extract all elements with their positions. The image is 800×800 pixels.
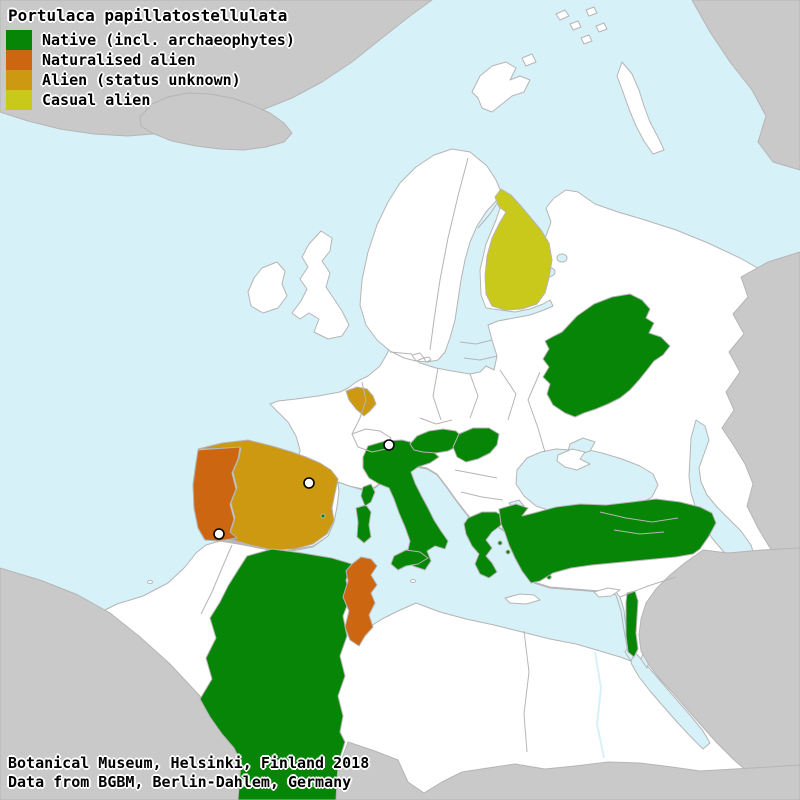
map-title: Portulaca papillatostellulata [8,6,288,25]
great-britain-island [291,230,350,340]
crimea-peninsula [556,448,591,471]
region-portugal [192,446,241,542]
legend-row-naturalised: Naturalised alien [6,50,295,70]
region-corsica [360,483,376,507]
alien-unknown-color-swatch [6,70,32,90]
cyprus-island [593,587,621,598]
south-edge-outside-area [285,741,800,800]
occurrence-marker [213,528,225,540]
region-algeria [199,548,353,800]
legend-label-casual: Casual alien [42,91,151,109]
region-spain [197,439,339,551]
occurrence-marker [383,439,395,451]
black-sea [515,448,659,516]
legend-label-naturalised: Naturalised alien [42,51,196,69]
malta-island [410,578,416,584]
novaya-zemlya-island [616,61,665,155]
region-sardinia [355,504,372,544]
region-central-russia [542,293,671,418]
iceland-outside-area [139,92,293,151]
marker-layer [213,439,395,540]
region-belgium [345,386,377,417]
region-sicily [390,549,429,571]
crete-island [504,593,541,605]
red-sea [630,649,711,750]
region-italy [362,439,449,571]
danish-islands [411,352,432,363]
svalbard-islet [521,53,537,67]
region-finland [484,188,553,311]
occurrence-marker [303,477,315,489]
legend-row-alien-unknown: Alien (status unknown) [6,70,295,90]
region-islet [320,513,326,519]
region-hungary [452,427,500,463]
west-africa-outside-area [0,567,287,800]
madeira-island [147,579,153,585]
svalbard-islands [471,61,531,113]
native-color-swatch [6,30,32,50]
legend-label-native: Native (incl. archaeophytes) [42,31,295,49]
legend: Portulaca papillatostellulata Native (in… [6,4,295,110]
legend-row-casual: Casual alien [6,90,295,110]
casual-color-swatch [6,90,32,110]
region-tunisia [342,556,378,647]
franz-josef-islets [555,6,608,45]
arctic-russia-outside-area [691,0,800,171]
naturalised-color-swatch [6,50,32,70]
footer-line2: Data from BGBM, Berlin-Dahlem, Germany [8,773,352,791]
country-borders [200,157,679,753]
ural-outside-area [721,251,800,571]
scandinavia-landmass [359,148,503,363]
legend-row-native: Native (incl. archaeophytes) [6,30,295,50]
legend-label-alien-unknown: Alien (status unknown) [42,71,241,89]
lake-onega [556,253,568,263]
region-israel [625,590,639,658]
footer-credits: Botanical Museum, Helsinki, Finland 2018… [8,754,369,792]
nile-river [594,651,605,759]
footer-line1: Botanical Museum, Helsinki, Finland 2018 [8,754,370,772]
ireland-island [247,261,288,314]
